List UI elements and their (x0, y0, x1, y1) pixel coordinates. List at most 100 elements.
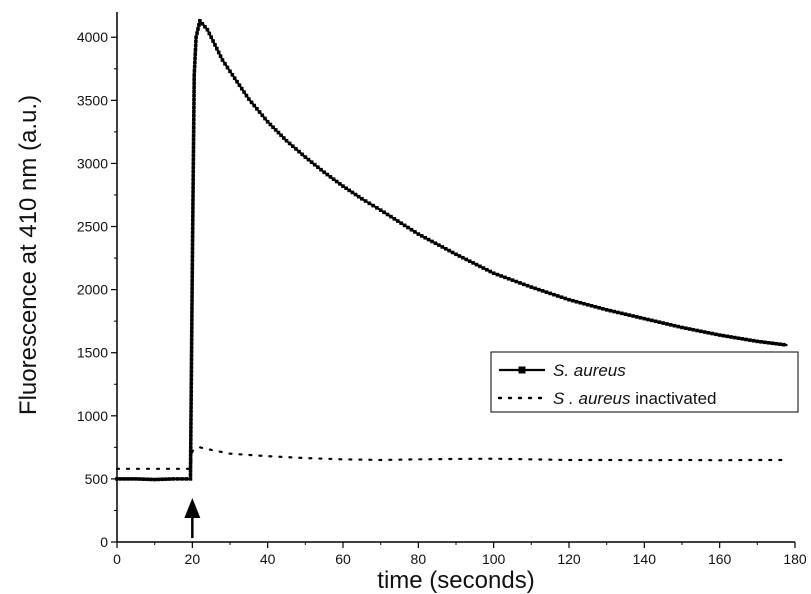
data-point (717, 333, 722, 337)
data-point (522, 282, 526, 287)
data-point (189, 413, 193, 418)
data-point (252, 103, 257, 108)
data-point (563, 296, 568, 301)
data-point (328, 175, 333, 179)
data-point (714, 332, 718, 337)
data-point (695, 328, 699, 333)
data-point (406, 225, 410, 230)
data-point (164, 477, 168, 481)
data-point (265, 119, 270, 124)
data-point (306, 157, 311, 162)
data-point (471, 261, 475, 265)
data-point (134, 477, 138, 481)
data-point (657, 320, 662, 324)
data-point (191, 198, 195, 202)
data-point (189, 346, 194, 350)
data-point (203, 24, 207, 29)
data-point (755, 339, 760, 344)
data-point (759, 340, 763, 344)
data-point (192, 69, 197, 73)
data-point (363, 199, 368, 203)
data-point (619, 311, 624, 316)
x-tick-label: 0 (113, 551, 121, 567)
data-point (631, 314, 635, 318)
data-point (192, 93, 196, 98)
data-point (378, 208, 383, 212)
y-tick-label: 3000 (77, 155, 108, 171)
data-point (190, 286, 194, 291)
data-point (189, 365, 194, 370)
data-point (237, 83, 242, 87)
injection-arrow (184, 498, 201, 538)
data-point (191, 145, 196, 150)
data-point (190, 290, 194, 294)
data-point (650, 318, 654, 323)
x-tick-label: 20 (185, 551, 201, 567)
data-point (548, 291, 552, 296)
data-point (413, 230, 417, 234)
data-point (257, 110, 262, 114)
data-point (192, 113, 196, 118)
data-point (447, 248, 451, 253)
data-point (593, 304, 598, 309)
data-point (188, 473, 193, 477)
data-point (167, 477, 172, 481)
data-point (672, 323, 677, 328)
y-tick-label: 1000 (77, 408, 108, 424)
x-tick-label: 120 (557, 551, 581, 567)
data-point (194, 35, 198, 40)
data-point (191, 125, 196, 130)
data-point (419, 234, 424, 238)
y-tick-label: 3500 (77, 92, 108, 108)
data-point (190, 266, 195, 271)
data-point (461, 255, 465, 260)
data-point (450, 250, 455, 255)
legend-label-part: inactivated (631, 389, 717, 408)
data-point (437, 243, 441, 247)
data-point (192, 85, 196, 89)
data-point (567, 297, 571, 302)
data-point (586, 302, 590, 307)
data-point (193, 43, 198, 48)
data-point (646, 317, 650, 322)
data-point (247, 97, 251, 101)
data-point (191, 173, 196, 178)
data-point (781, 342, 786, 347)
data-point (192, 89, 196, 94)
data-point (198, 19, 202, 23)
data-point (589, 303, 594, 308)
data-point (529, 285, 534, 289)
data-point (525, 283, 530, 288)
data-point (191, 137, 196, 142)
data-point (191, 121, 196, 126)
data-point (188, 477, 193, 481)
data-point (495, 272, 500, 277)
data-point (706, 330, 711, 335)
data-point (691, 327, 696, 332)
data-point (642, 316, 647, 321)
data-point (189, 349, 194, 354)
data-point (399, 221, 404, 225)
data-point (433, 241, 438, 246)
legend-label-part: S. aureus (553, 361, 626, 380)
legend-box (490, 351, 799, 413)
data-point (191, 149, 196, 154)
data-point (687, 327, 692, 331)
data-point (426, 237, 431, 242)
data-point (268, 122, 273, 127)
data-point (623, 312, 628, 317)
data-point (191, 214, 195, 218)
y-tick-label: 0 (100, 534, 108, 550)
data-point (192, 64, 197, 69)
data-point (188, 453, 193, 457)
data-point (668, 323, 673, 327)
data-point (190, 270, 195, 275)
data-point (770, 341, 775, 346)
data-point (194, 39, 198, 44)
data-point (190, 314, 194, 318)
data-point (316, 165, 320, 170)
data-point (195, 31, 199, 35)
data-point (188, 445, 193, 449)
data-point (732, 335, 737, 340)
